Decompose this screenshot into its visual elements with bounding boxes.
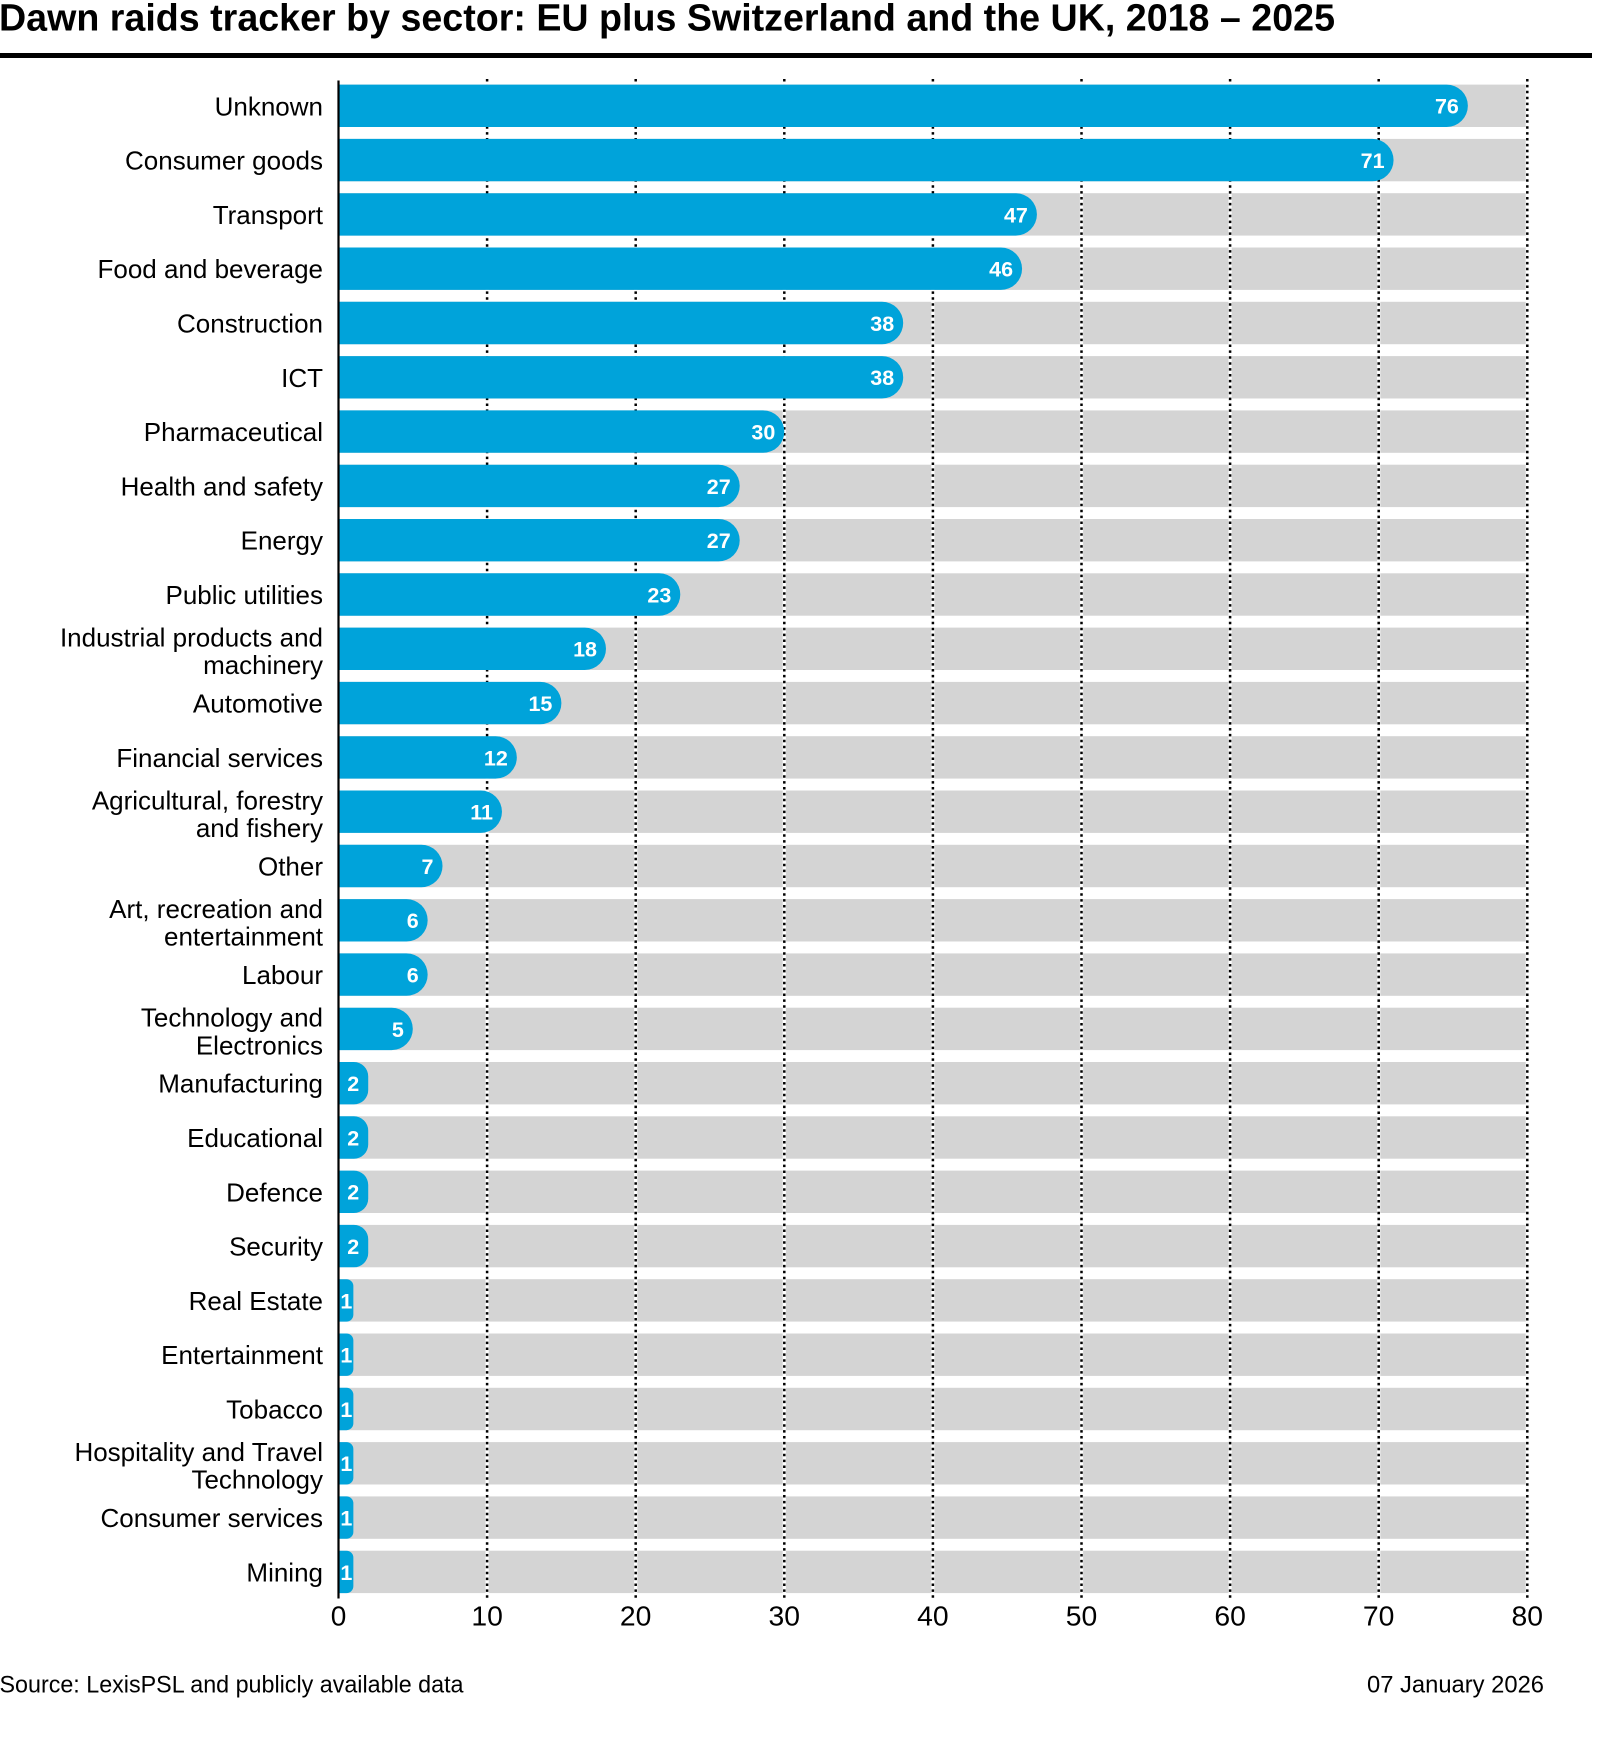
svg-text:27: 27 (707, 529, 731, 553)
svg-text:50: 50 (1066, 1600, 1098, 1631)
svg-text:Educational: Educational (187, 1123, 323, 1153)
svg-text:18: 18 (573, 638, 597, 662)
svg-text:Financial services: Financial services (116, 743, 323, 773)
svg-text:Energy: Energy (241, 526, 323, 556)
svg-text:60: 60 (1214, 1600, 1246, 1631)
svg-text:46: 46 (989, 258, 1013, 282)
svg-text:1: 1 (340, 1507, 352, 1531)
svg-text:Technology: Technology (191, 1465, 323, 1495)
svg-text:Electronics: Electronics (196, 1030, 323, 1060)
svg-text:20: 20 (620, 1600, 652, 1631)
svg-text:1: 1 (340, 1561, 352, 1585)
svg-text:Consumer services: Consumer services (100, 1503, 323, 1533)
svg-text:Agricultural, forestry: Agricultural, forestry (92, 786, 323, 816)
svg-text:38: 38 (870, 312, 894, 336)
svg-text:07 January 2026: 07 January 2026 (1367, 1672, 1544, 1699)
svg-text:Other: Other (258, 852, 323, 882)
svg-text:6: 6 (407, 964, 419, 988)
svg-text:Technology and: Technology and (141, 1003, 323, 1033)
svg-text:Hospitality and Travel: Hospitality and Travel (74, 1437, 323, 1467)
svg-text:Health and safety: Health and safety (121, 471, 323, 501)
svg-text:2: 2 (347, 1181, 359, 1205)
svg-text:Art, recreation and: Art, recreation and (109, 894, 323, 924)
svg-text:Unknown: Unknown (215, 91, 323, 121)
svg-text:47: 47 (1004, 203, 1028, 227)
svg-text:Dawn raids tracker by sector:: Dawn raids tracker by sector: EU plus Sw… (0, 0, 1335, 40)
svg-text:70: 70 (1363, 1600, 1395, 1631)
svg-text:Source: LexisPSL and publicly: Source: LexisPSL and publicly available … (0, 1672, 464, 1699)
svg-text:11: 11 (470, 801, 493, 825)
svg-text:0: 0 (331, 1600, 347, 1631)
svg-text:38: 38 (870, 366, 894, 390)
svg-text:10: 10 (471, 1600, 503, 1631)
svg-text:5: 5 (392, 1018, 404, 1042)
svg-text:Real Estate: Real Estate (189, 1286, 323, 1316)
svg-text:Manufacturing: Manufacturing (158, 1069, 323, 1099)
svg-text:76: 76 (1435, 95, 1459, 119)
svg-text:30: 30 (751, 421, 775, 445)
svg-text:Defence: Defence (226, 1177, 323, 1207)
svg-text:1: 1 (340, 1452, 352, 1476)
svg-text:Mining: Mining (246, 1557, 323, 1587)
svg-text:23: 23 (647, 583, 671, 607)
svg-text:entertainment: entertainment (164, 922, 324, 952)
svg-text:Labour: Labour (242, 960, 323, 990)
svg-text:1: 1 (340, 1289, 352, 1313)
svg-text:27: 27 (707, 475, 731, 499)
svg-text:80: 80 (1512, 1600, 1544, 1631)
svg-text:15: 15 (528, 692, 552, 716)
svg-text:Consumer goods: Consumer goods (125, 146, 323, 176)
svg-text:Public utilities: Public utilities (165, 580, 323, 610)
svg-text:71: 71 (1361, 149, 1385, 173)
svg-text:2: 2 (347, 1072, 359, 1096)
svg-text:2: 2 (347, 1126, 359, 1150)
svg-text:2: 2 (347, 1235, 359, 1259)
svg-text:Pharmaceutical: Pharmaceutical (144, 417, 323, 447)
svg-text:1: 1 (340, 1398, 352, 1422)
svg-text:machinery: machinery (203, 650, 323, 680)
svg-text:12: 12 (484, 746, 508, 770)
svg-text:Food and beverage: Food and beverage (97, 254, 323, 284)
svg-text:Transport: Transport (213, 200, 324, 230)
svg-text:30: 30 (769, 1600, 801, 1631)
svg-text:and fishery: and fishery (196, 813, 323, 843)
svg-text:ICT: ICT (281, 363, 323, 393)
svg-text:7: 7 (422, 855, 434, 879)
svg-text:6: 6 (407, 909, 419, 933)
svg-text:Automotive: Automotive (193, 689, 323, 719)
svg-text:Entertainment: Entertainment (161, 1340, 324, 1370)
svg-text:40: 40 (917, 1600, 949, 1631)
svg-text:1: 1 (340, 1344, 352, 1368)
svg-text:Tobacco: Tobacco (226, 1395, 323, 1425)
svg-text:Construction: Construction (177, 309, 323, 339)
svg-text:Security: Security (229, 1232, 323, 1262)
svg-text:Industrial products and: Industrial products and (60, 623, 323, 653)
